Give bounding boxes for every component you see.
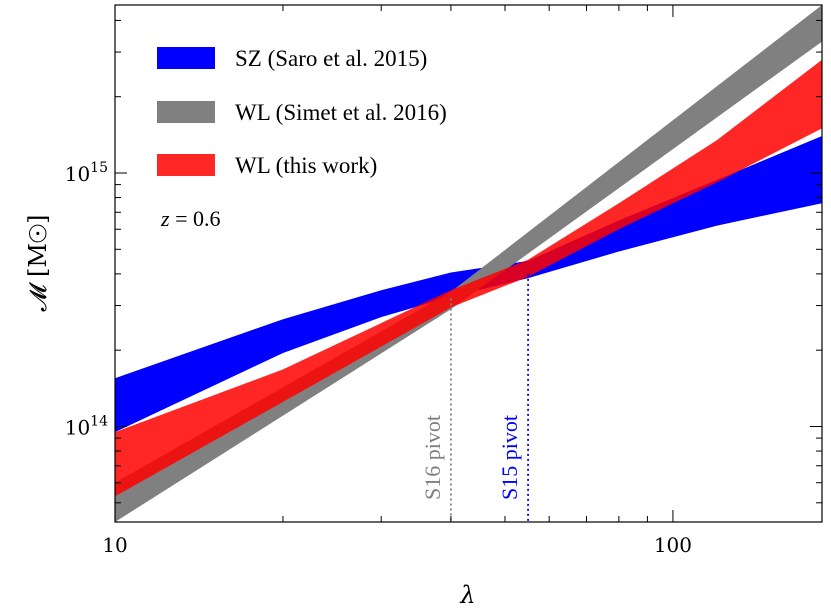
legend: SZ (Saro et al. 2015) WL (Simet et al. 2… [157,46,447,178]
legend-swatch-wl-this [157,154,215,176]
legend-label-wl-this: WL (this work) [235,153,377,178]
pivot-label-s16: S16 pivot [420,415,445,500]
legend-swatch-sz [157,47,215,69]
legend-label-sz: SZ (Saro et al. 2015) [235,46,427,71]
tick-labels: 10 100 1014 1015 [65,160,692,557]
redshift-annotation: z = 0.6 [160,206,220,231]
x-tick-label: 100 [654,533,692,557]
y-axis-label: 𝓜 [M☉] [24,214,52,311]
legend-swatch-wl-simet [157,101,215,123]
x-tick-label: 10 [102,533,127,557]
plot-frame [114,4,823,523]
y-tick-label: 1014 [65,413,108,439]
y-tick-label: 1015 [65,160,108,186]
pivot-label-s15: S15 pivot [497,415,522,500]
band-wl-this-work [115,59,822,497]
ticks [114,5,822,522]
pivot-lines: S16 pivot S15 pivot [420,273,529,522]
x-axis-label: λ [459,581,475,609]
band-wl-simet [115,5,822,522]
legend-label-wl-simet: WL (Simet et al. 2016) [235,100,447,125]
bands [115,5,822,522]
